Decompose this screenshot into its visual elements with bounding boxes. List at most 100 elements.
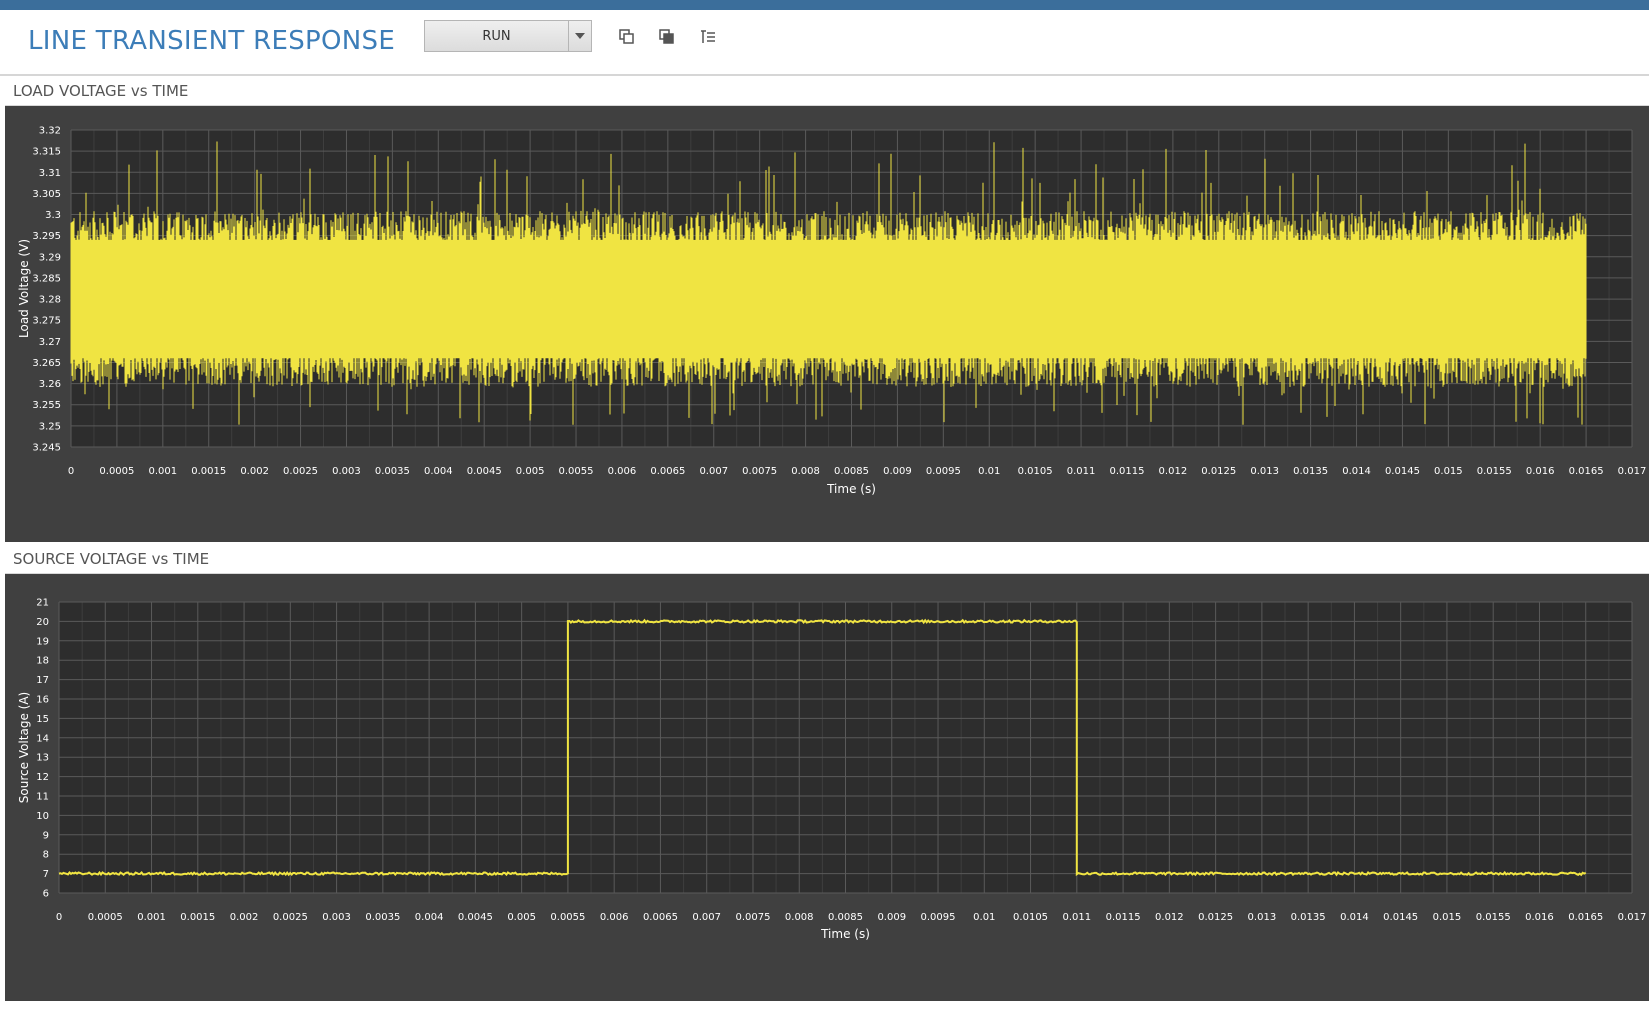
y-tick-label: 3.285 bbox=[32, 273, 61, 284]
x-axis-title: Time (s) bbox=[826, 482, 876, 496]
run-combo[interactable]: RUN bbox=[424, 20, 592, 52]
x-tick-label: 0.0005 bbox=[88, 912, 123, 923]
x-tick-label: 0.005 bbox=[516, 466, 545, 477]
page-title: LINE TRANSIENT RESPONSE bbox=[28, 26, 396, 56]
x-tick-label: 0.013 bbox=[1248, 912, 1277, 923]
x-tick-label: 0.012 bbox=[1159, 466, 1188, 477]
x-tick-label: 0.001 bbox=[149, 466, 178, 477]
x-tick-label: 0.006 bbox=[600, 912, 629, 923]
x-tick-label: 0.014 bbox=[1340, 912, 1369, 923]
x-tick-label: 0.0135 bbox=[1293, 466, 1328, 477]
x-tick-label: 0.0135 bbox=[1291, 912, 1326, 923]
x-tick-label: 0.011 bbox=[1063, 912, 1092, 923]
x-tick-label: 0.017 bbox=[1618, 466, 1647, 477]
y-tick-label: 9 bbox=[43, 830, 49, 841]
source-panel-header: SOURCE VOLTAGE vs TIME bbox=[5, 544, 1649, 574]
x-tick-label: 0.012 bbox=[1155, 912, 1184, 923]
load-voltage-chart: 0 0.0005 0.001 0.0015 0.002 0.0025 0.003 0.0035… bbox=[5, 106, 1649, 542]
y-tick-label: 3.27 bbox=[39, 337, 61, 348]
copy-icon[interactable] bbox=[616, 26, 638, 48]
x-tick-label: 0.0165 bbox=[1568, 912, 1603, 923]
run-dropdown-toggle[interactable] bbox=[568, 21, 591, 51]
x-tick-label: 0.01 bbox=[978, 466, 1000, 477]
y-tick-label: 16 bbox=[36, 695, 49, 706]
x-tick-label: 0.002 bbox=[240, 466, 269, 477]
run-button[interactable]: RUN bbox=[482, 28, 511, 44]
list-settings-icon[interactable] bbox=[697, 26, 719, 48]
y-tick-label: 3.305 bbox=[32, 189, 61, 200]
y-tick-label: 21 bbox=[36, 598, 49, 609]
x-tick-label: 0.015 bbox=[1434, 466, 1463, 477]
y-tick-label: 12 bbox=[36, 772, 49, 783]
source-voltage-chart-svg: 0 0.0005 0.001 0.0015 0.002 0.0025 0.003 0.0035… bbox=[17, 598, 1647, 942]
x-tick-label: 0.0125 bbox=[1198, 912, 1233, 923]
x-tick-label: 0.0145 bbox=[1385, 466, 1420, 477]
y-tick-label: 3.275 bbox=[32, 316, 61, 327]
x-tick-label: 0.005 bbox=[507, 912, 536, 923]
top-accent-bar bbox=[0, 0, 1649, 10]
x-tick-label: 0.0025 bbox=[273, 912, 308, 923]
x-tick-label: 0.009 bbox=[877, 912, 906, 923]
x-tick-label: 0.003 bbox=[332, 466, 361, 477]
copy-to-clipboard-icon[interactable] bbox=[656, 26, 678, 48]
x-tick-label: 0.0085 bbox=[834, 466, 869, 477]
y-tick-label: 14 bbox=[36, 733, 49, 744]
x-tick-label: 0.0145 bbox=[1383, 912, 1418, 923]
y-tick-label: 3.295 bbox=[32, 231, 61, 242]
x-tick-label: 0.002 bbox=[230, 912, 259, 923]
x-tick-label: 0.0155 bbox=[1476, 912, 1511, 923]
y-tick-label: 3.32 bbox=[39, 126, 61, 137]
source-panel-title: SOURCE VOLTAGE vs TIME bbox=[13, 550, 210, 568]
y-tick-label: 3.31 bbox=[39, 168, 61, 179]
x-tick-label: 0.0045 bbox=[467, 466, 502, 477]
x-tick-label: 0.016 bbox=[1525, 912, 1554, 923]
x-tick-label: 0.013 bbox=[1250, 466, 1279, 477]
x-tick-label: 0.0005 bbox=[99, 466, 134, 477]
x-tick-label: 0.006 bbox=[608, 466, 637, 477]
x-tick-label: 0.01 bbox=[973, 912, 995, 923]
x-tick-label: 0.015 bbox=[1433, 912, 1462, 923]
x-tick-label: 0.0075 bbox=[735, 912, 770, 923]
x-tick-label: 0.008 bbox=[785, 912, 814, 923]
y-tick-label: 13 bbox=[36, 753, 49, 764]
source-voltage-series-line bbox=[58, 618, 1587, 877]
x-tick-label: 0.004 bbox=[424, 466, 453, 477]
x-tick-label: 0.0055 bbox=[559, 466, 594, 477]
x-tick-label: 0.0035 bbox=[365, 912, 400, 923]
y-tick-label: 18 bbox=[36, 656, 49, 667]
y-tick-label: 3.315 bbox=[32, 147, 61, 158]
x-tick-label: 0.0035 bbox=[375, 466, 410, 477]
header-bar: LINE TRANSIENT RESPONSE RUN bbox=[0, 10, 1649, 76]
x-tick-label: 0.0105 bbox=[1013, 912, 1048, 923]
y-tick-label: 10 bbox=[36, 811, 49, 822]
chevron-down-icon bbox=[575, 33, 585, 39]
x-tick-label: 0.0105 bbox=[1018, 466, 1053, 477]
x-tick-label: 0.0115 bbox=[1106, 912, 1141, 923]
y-tick-label: 3.26 bbox=[39, 379, 61, 390]
x-tick-label: 0.004 bbox=[415, 912, 444, 923]
x-tick-label: 0.011 bbox=[1067, 466, 1096, 477]
x-tick-label: 0.017 bbox=[1618, 912, 1647, 923]
x-tick-label: 0.0055 bbox=[550, 912, 585, 923]
x-tick-label: 0.0085 bbox=[828, 912, 863, 923]
source-voltage-chart: 0 0.0005 0.001 0.0015 0.002 0.0025 0.003 0.0035… bbox=[5, 574, 1649, 1001]
x-tick-label: 0.0115 bbox=[1109, 466, 1144, 477]
y-tick-label: 20 bbox=[36, 617, 49, 628]
y-axis-title: Source Voltage (A) bbox=[17, 692, 31, 803]
x-tick-label: 0.009 bbox=[883, 466, 912, 477]
y-tick-label: 11 bbox=[36, 792, 49, 803]
y-tick-label: 19 bbox=[36, 636, 49, 647]
x-tick-label: 0.0015 bbox=[191, 466, 226, 477]
y-tick-label: 15 bbox=[36, 714, 49, 725]
x-tick-label: 0.008 bbox=[791, 466, 820, 477]
y-tick-label: 3.255 bbox=[32, 400, 61, 411]
x-tick-label: 0.0155 bbox=[1477, 466, 1512, 477]
x-tick-label: 0.016 bbox=[1526, 466, 1555, 477]
y-tick-label: 3.28 bbox=[39, 295, 61, 306]
x-tick-label: 0.0075 bbox=[742, 466, 777, 477]
y-tick-label: 3.25 bbox=[39, 421, 61, 432]
y-tick-label: 8 bbox=[43, 850, 49, 861]
x-tick-label: 0.0045 bbox=[458, 912, 493, 923]
x-tick-label: 0.014 bbox=[1342, 466, 1371, 477]
x-tick-label: 0.0125 bbox=[1201, 466, 1236, 477]
